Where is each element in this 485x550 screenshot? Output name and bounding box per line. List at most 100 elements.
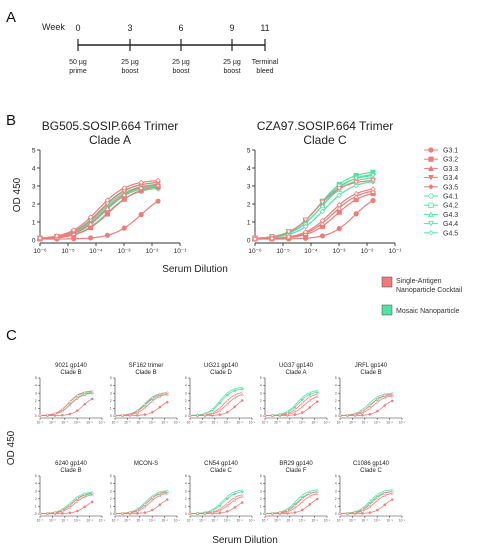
timeline-event-dose: 25 µg: [121, 59, 139, 66]
data-point: [158, 405, 162, 409]
data-point: [218, 507, 222, 511]
legend-label-mosaic: Mosaic Nanoparticle: [396, 308, 460, 315]
data-point: [218, 406, 222, 410]
series-G3.5: [188, 391, 244, 417]
x-tick-label: 10⁻⁴: [304, 248, 318, 255]
data-point: [210, 407, 214, 411]
y-tick-label: 2: [110, 399, 112, 403]
series-line: [254, 179, 374, 240]
y-tick-label: 4: [260, 384, 262, 388]
data-point: [240, 391, 244, 394]
y-tick-label: 5: [110, 474, 112, 478]
y-tick-label: 0: [35, 414, 37, 418]
data-point: [301, 411, 304, 414]
chart-title: 6240 gp140: [55, 461, 87, 467]
y-tick-label: 5: [32, 147, 36, 154]
data-point: [293, 408, 297, 411]
data-point: [383, 396, 387, 400]
data-point: [375, 397, 379, 401]
data-point: [240, 385, 244, 389]
data-point: [104, 197, 111, 203]
data-point: [301, 508, 304, 512]
data-point: [233, 498, 237, 502]
data-point: [138, 179, 144, 186]
data-point: [368, 499, 372, 503]
data-point: [143, 403, 147, 407]
data-point: [308, 398, 312, 402]
x-tick-label: 10⁻⁵: [349, 519, 356, 523]
x-tick-label: 10⁻¹: [399, 519, 405, 523]
data-point: [196, 512, 199, 515]
y-tick-label: 2: [32, 201, 36, 208]
data-point: [233, 396, 237, 400]
x-tick-label: 10⁻⁴: [89, 248, 103, 255]
x-tick-label: 10⁻¹: [99, 421, 105, 425]
x-tick-label: 10⁻⁵: [124, 519, 131, 523]
data-point: [293, 413, 297, 417]
x-tick-label: 10⁻³: [299, 421, 305, 425]
data-point: [158, 392, 162, 396]
y-tick-label: 4: [185, 384, 187, 388]
series-G3.5: [263, 392, 319, 417]
y-tick-label: 2: [247, 201, 251, 208]
timeline-week: 3: [127, 23, 132, 33]
x-tick-label: 10⁻²: [386, 519, 392, 523]
y-tick-label: 0: [185, 512, 187, 516]
series-line: [265, 396, 318, 416]
x-tick-label: 10⁻³: [333, 248, 347, 255]
data-point: [336, 225, 342, 232]
data-point: [211, 510, 214, 514]
data-point: [136, 508, 139, 512]
data-point: [54, 233, 60, 239]
data-point: [121, 511, 124, 515]
chart-title: UG21 gp140: [204, 363, 239, 369]
data-point: [46, 511, 49, 515]
series-G3.5: [113, 490, 169, 515]
series-G3.1: [38, 397, 94, 417]
data-point: [308, 494, 312, 498]
data-point: [75, 393, 79, 397]
y-tick-label: 2: [35, 399, 37, 403]
chart-subtitle: Clade B: [60, 468, 81, 474]
data-point: [300, 497, 304, 501]
y-tick-label: 1: [185, 407, 187, 411]
data-point: [151, 508, 154, 512]
data-point: [370, 186, 376, 192]
y-tick-label: 1: [185, 505, 187, 509]
legend-swatch-single-antigen: [381, 276, 393, 288]
series-G3.1: [37, 198, 161, 242]
x-tick-label: 10⁻³: [374, 519, 380, 523]
data-point: [90, 500, 94, 504]
data-point: [428, 184, 434, 190]
series-line: [39, 181, 159, 239]
data-point: [225, 504, 229, 508]
data-point: [278, 413, 282, 417]
data-point: [428, 193, 434, 199]
data-point: [68, 412, 72, 416]
x-tick-label: 10⁻³: [224, 519, 230, 523]
series-line: [189, 388, 243, 416]
x-tick-label: 10⁻³: [74, 519, 80, 523]
chart-title: C1086 gp140: [353, 461, 390, 467]
data-point: [75, 396, 79, 400]
data-point: [293, 500, 297, 504]
data-point: [308, 489, 312, 493]
legend-entry-G4.3: G4.3: [443, 212, 458, 219]
x-tick-label: 10⁻¹: [324, 519, 330, 523]
data-point: [293, 511, 297, 514]
x-tick-label: 10⁻⁵: [199, 421, 206, 425]
data-point: [383, 493, 387, 497]
data-point: [90, 493, 94, 497]
x-tick-label: 10⁻⁶: [337, 519, 344, 523]
data-point: [300, 500, 304, 504]
y-tick-label: 1: [35, 505, 37, 509]
series-line: [189, 386, 243, 416]
legend-entry-G4.1: G4.1: [443, 194, 458, 201]
series-G4.3: [263, 389, 319, 417]
data-point: [104, 211, 111, 217]
x-tick-label: 10⁻²: [311, 421, 317, 425]
x-tick-label: 10⁻³: [374, 421, 380, 425]
